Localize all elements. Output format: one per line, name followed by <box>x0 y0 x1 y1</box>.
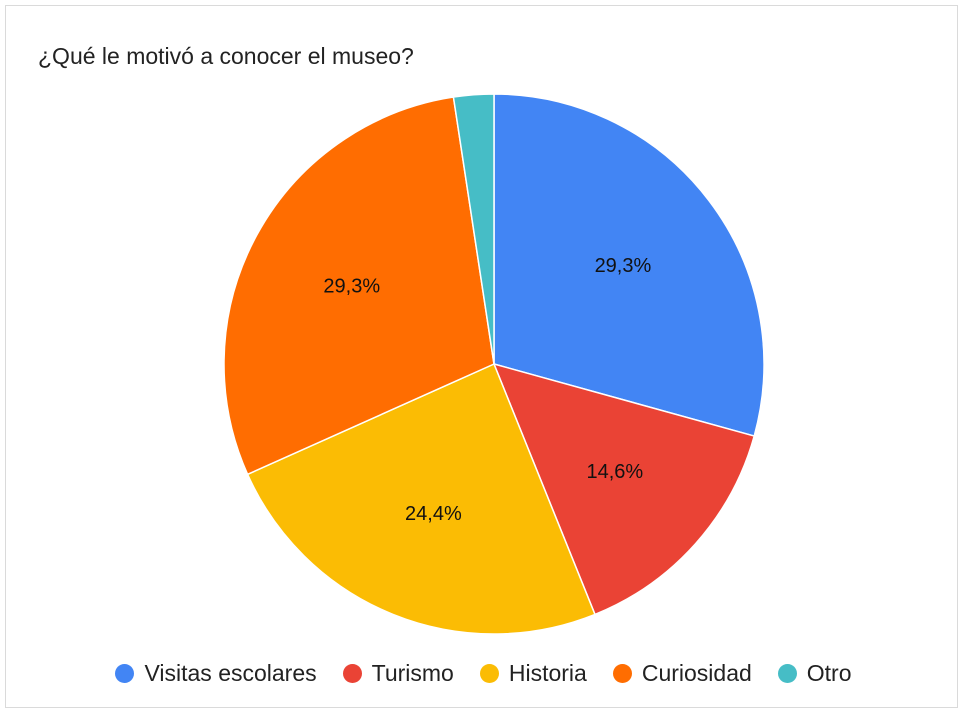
legend-label: Historia <box>508 659 587 686</box>
chart-title: ¿Qué le motivó a conocer el museo? <box>38 43 414 69</box>
slice-data-label: 29,3% <box>323 275 380 297</box>
legend-swatch <box>777 663 797 683</box>
legend-item: Historia <box>479 659 587 687</box>
legend-label: Otro <box>806 659 852 686</box>
slice-data-label: 14,6% <box>586 461 643 483</box>
legend-item: Otro <box>777 659 852 687</box>
legend-label: Turismo <box>371 659 454 686</box>
pie-slice-historia <box>246 362 596 635</box>
legend-item: Visitas escolares <box>115 659 317 687</box>
pie-slice-otro <box>452 93 495 365</box>
pie-slice-curiosidad <box>223 96 495 476</box>
pie-slice-visitas-escolares <box>493 93 765 437</box>
legend-item: Turismo <box>342 659 454 687</box>
legend-label: Curiosidad <box>641 659 752 686</box>
legend-label: Visitas escolares <box>144 659 317 686</box>
slice-data-label: 24,4% <box>405 503 462 525</box>
legend-swatch <box>342 663 362 683</box>
legend-swatch <box>115 663 135 683</box>
pie-slice-turismo <box>492 362 756 616</box>
chart-legend: Visitas escolares Turismo Historia Curiosid… <box>0 655 967 691</box>
slice-data-label: 29,3% <box>595 255 652 277</box>
legend-item: Curiosidad <box>612 659 752 687</box>
legend-swatch <box>479 663 499 683</box>
legend-swatch <box>612 663 632 683</box>
